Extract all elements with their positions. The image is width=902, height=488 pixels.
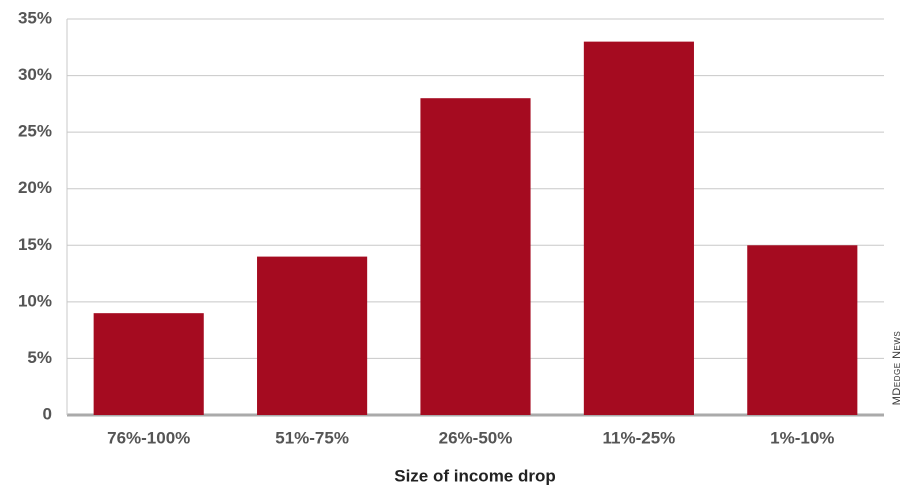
y-tick-label: 25% (18, 122, 52, 141)
y-tick-label: 0 (43, 404, 52, 423)
x-axis-title: Size of income drop (394, 466, 556, 485)
bar (747, 245, 858, 415)
y-tick-label: 30% (18, 65, 52, 84)
bar (420, 98, 531, 415)
y-tick-label: 10% (18, 291, 52, 310)
y-tick-label: 35% (18, 8, 52, 27)
x-tick-label: 51%-75% (275, 428, 349, 447)
bar (257, 256, 368, 415)
bar (93, 313, 204, 415)
y-tick-label: 15% (18, 235, 52, 254)
x-tick-label: 11%-25% (603, 428, 676, 447)
y-tick-label: 20% (18, 178, 52, 197)
y-tick-label: 5% (27, 348, 52, 367)
x-tick-label: 1%-10% (770, 428, 834, 447)
source-credit: MDedge News (891, 331, 902, 406)
x-tick-label: 76%-100% (107, 428, 190, 447)
x-tick-label: 26%-50% (439, 428, 513, 447)
bar (583, 41, 694, 415)
